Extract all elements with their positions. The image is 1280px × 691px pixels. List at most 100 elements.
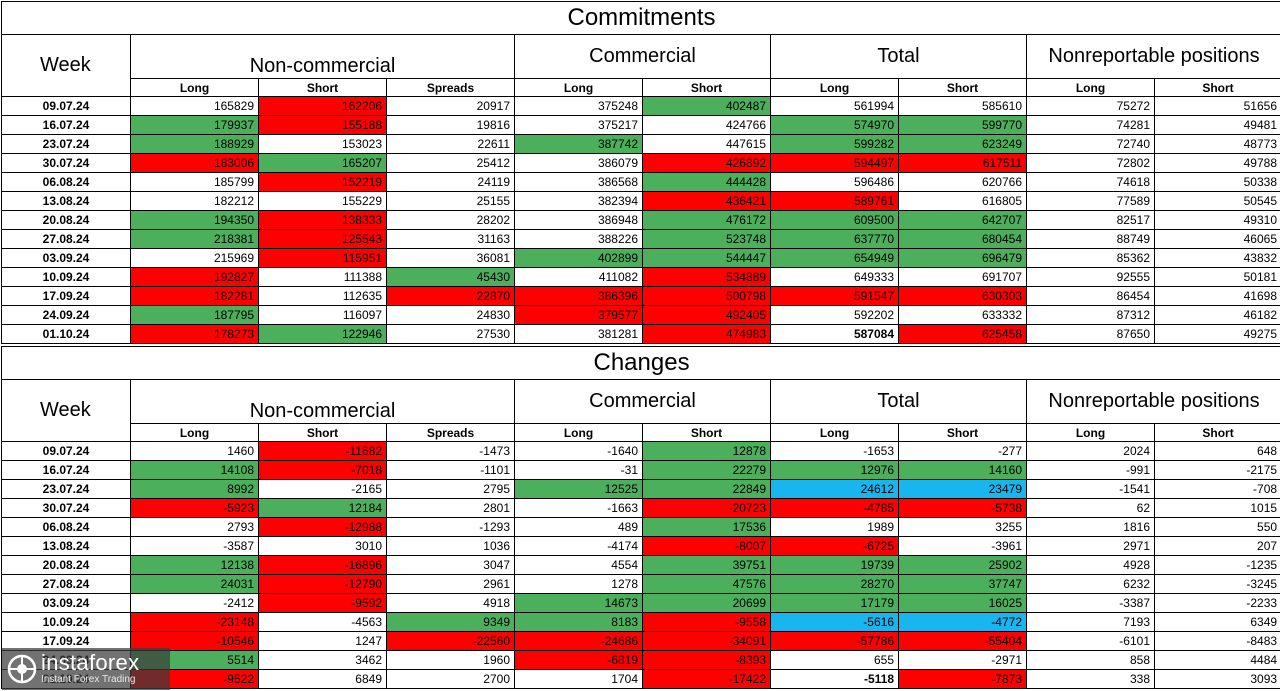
value-cell: 500798 — [642, 286, 771, 306]
value-cell: -23148 — [130, 612, 259, 632]
value-cell: -8007 — [642, 536, 771, 556]
value-cell: 381281 — [514, 324, 643, 344]
group-header: Nonreportable positions — [1026, 34, 1280, 79]
value-cell: 589761 — [770, 191, 899, 211]
week-date-cell: 09.07.24 — [1, 96, 131, 116]
value-cell: 386568 — [514, 172, 643, 192]
value-cell: 382394 — [514, 191, 643, 211]
table-title: Commitments — [1, 1, 1280, 35]
value-cell: 50545 — [1154, 191, 1280, 211]
value-cell: 534889 — [642, 267, 771, 287]
value-cell: 49481 — [1154, 115, 1280, 135]
week-date-cell: 16.07.24 — [1, 115, 131, 135]
sub-header: Long — [514, 423, 643, 442]
value-cell: 386948 — [514, 210, 643, 230]
value-cell: 3255 — [898, 517, 1027, 537]
value-cell: 72740 — [1026, 134, 1155, 154]
value-cell: 51656 — [1154, 96, 1280, 116]
value-cell: -1293 — [386, 517, 515, 537]
value-cell: 20699 — [642, 593, 771, 613]
value-cell: -1235 — [1153, 555, 1280, 575]
instaforex-watermark: instaforex Instant Forex Trading — [2, 648, 170, 690]
table-row: 13.08.24 182212 155229 25155 382394 436421 589… — [1, 191, 1280, 211]
sub-header: Long — [770, 423, 899, 442]
table-row: 03.09.24 215969 115951 36081 402899 544447 654… — [1, 248, 1280, 268]
value-cell: 609500 — [770, 210, 899, 230]
week-header: Week — [1, 34, 131, 97]
value-cell: -8483 — [1153, 631, 1280, 651]
value-cell: 162206 — [258, 96, 387, 116]
value-cell: 19739 — [770, 555, 899, 575]
value-cell: 655 — [770, 650, 899, 670]
value-cell: 14160 — [898, 460, 1027, 480]
week-date-cell: 13.08.24 — [1, 191, 131, 211]
sub-header: Spreads — [386, 423, 515, 442]
value-cell: 1247 — [258, 631, 387, 651]
value-cell: 587084 — [770, 324, 899, 344]
value-cell: 387742 — [514, 134, 643, 154]
table-row: 03.09.24 -2412 -9592 4918 14673 20699 17179 160… — [1, 593, 1280, 613]
value-cell: 696479 — [898, 248, 1027, 268]
week-date-cell: 10.09.24 — [1, 612, 131, 632]
value-cell: 2971 — [1026, 536, 1155, 556]
value-cell: -277 — [898, 441, 1027, 461]
value-cell: 218381 — [130, 229, 259, 249]
value-cell: 25902 — [898, 555, 1027, 575]
value-cell: -2971 — [898, 650, 1027, 670]
value-cell: -57786 — [770, 631, 899, 651]
group-header: Non-commercial — [130, 379, 515, 424]
value-cell: 185799 — [130, 172, 259, 192]
value-cell: 183006 — [130, 153, 259, 173]
value-cell: 594497 — [770, 153, 899, 173]
value-cell: 6232 — [1026, 574, 1155, 594]
week-date-cell: 30.07.24 — [1, 498, 131, 518]
sub-header: Spreads — [386, 78, 515, 97]
group-header: Total — [770, 34, 1027, 79]
table-row: 30.07.24 183006 165207 25412 386079 426892 594… — [1, 153, 1280, 173]
value-cell: 436421 — [642, 191, 771, 211]
value-cell: -3387 — [1026, 593, 1155, 613]
table-row: 01.10.24 178273 122946 27530 381281 474983 587… — [1, 324, 1280, 344]
value-cell: 2793 — [130, 517, 259, 537]
value-cell: 1278 — [514, 574, 643, 594]
value-cell: 115951 — [258, 248, 387, 268]
table-row: 10.09.24 -23148 -4563 9349 8183 -9558 -5616 -47… — [1, 612, 1280, 632]
value-cell: 402899 — [514, 248, 643, 268]
week-date-cell: 20.08.24 — [1, 555, 131, 575]
value-cell: -5616 — [770, 612, 899, 632]
value-cell: -1640 — [514, 441, 643, 461]
value-cell: 585610 — [898, 96, 1027, 116]
value-cell: 24119 — [386, 172, 515, 192]
table-row: 01.10.24-9522684927001704-17422-5118-787… — [1, 669, 1280, 689]
value-cell: 19816 — [386, 115, 515, 135]
watermark-brand: instaforex — [41, 650, 140, 675]
value-cell: 616805 — [898, 191, 1027, 211]
value-cell: 3462 — [258, 650, 387, 670]
value-cell: -8393 — [642, 650, 771, 670]
table-row: 17.09.24 182281 112635 22870 386396 500798 591… — [1, 286, 1280, 306]
value-cell: -9558 — [642, 612, 771, 632]
value-cell: 599770 — [898, 115, 1027, 135]
value-cell: 4554 — [514, 555, 643, 575]
value-cell: -991 — [1026, 460, 1155, 480]
value-cell: 654949 — [770, 248, 899, 268]
value-cell: -1653 — [770, 441, 899, 461]
value-cell: 48773 — [1154, 134, 1280, 154]
value-cell: 116097 — [258, 305, 387, 325]
sub-header: Long — [1026, 423, 1155, 442]
value-cell: 207 — [1153, 536, 1280, 556]
value-cell: 2024 — [1026, 441, 1155, 461]
week-date-cell: 06.08.24 — [1, 517, 131, 537]
value-cell: 386079 — [514, 153, 643, 173]
value-cell: 4928 — [1026, 555, 1155, 575]
value-cell: -2175 — [1153, 460, 1280, 480]
week-date-cell: 24.09.24 — [1, 305, 131, 325]
week-date-cell: 23.07.24 — [1, 479, 131, 499]
value-cell: 215969 — [130, 248, 259, 268]
table-row: 24.09.24551434621960-6819-8393655-297185… — [1, 650, 1280, 670]
value-cell: -3245 — [1153, 574, 1280, 594]
value-cell: 561994 — [770, 96, 899, 116]
value-cell: -5738 — [898, 498, 1027, 518]
value-cell: 125543 — [258, 229, 387, 249]
value-cell: 36081 — [386, 248, 515, 268]
